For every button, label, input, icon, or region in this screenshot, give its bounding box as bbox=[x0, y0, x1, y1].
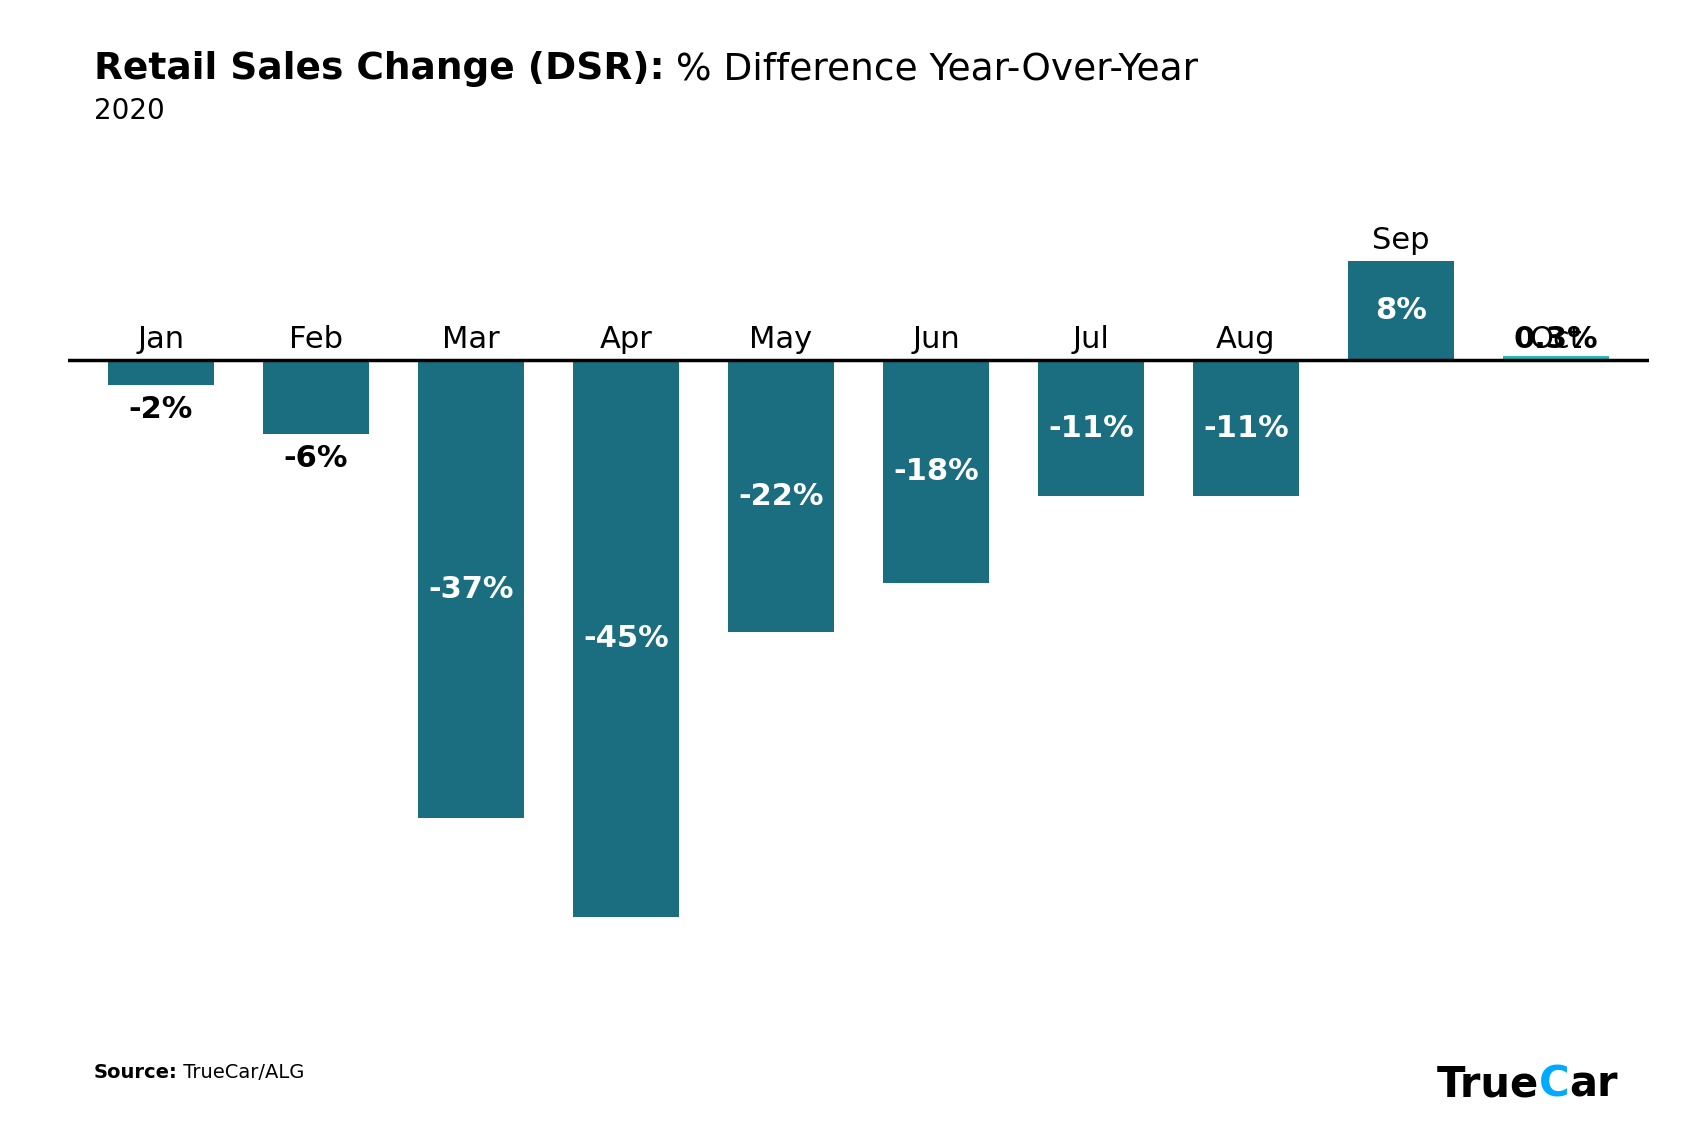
Text: -6%: -6% bbox=[284, 444, 348, 474]
Bar bbox=[418, 359, 524, 818]
Text: Mar: Mar bbox=[442, 325, 500, 354]
Text: Oct: Oct bbox=[1530, 325, 1583, 354]
Bar bbox=[1503, 356, 1608, 359]
Text: Sep: Sep bbox=[1372, 226, 1430, 254]
Text: -18%: -18% bbox=[892, 456, 979, 486]
Text: % Difference Year-Over-Year: % Difference Year-Over-Year bbox=[665, 51, 1198, 88]
Text: -11%: -11% bbox=[1049, 413, 1134, 443]
Text: 2020: 2020 bbox=[94, 97, 165, 126]
Bar bbox=[728, 359, 833, 632]
Bar bbox=[1039, 359, 1144, 496]
Bar bbox=[109, 359, 214, 385]
Text: -11%: -11% bbox=[1204, 413, 1289, 443]
Text: Apr: Apr bbox=[600, 325, 653, 354]
Bar bbox=[264, 359, 369, 435]
Text: -2%: -2% bbox=[129, 395, 194, 423]
Text: -37%: -37% bbox=[428, 575, 513, 604]
Text: Jun: Jun bbox=[913, 325, 960, 354]
Text: C: C bbox=[1538, 1063, 1569, 1106]
Text: 0.3%: 0.3% bbox=[1513, 325, 1598, 354]
Bar bbox=[1193, 359, 1299, 496]
Text: May: May bbox=[750, 325, 813, 354]
Text: ar: ar bbox=[1569, 1063, 1618, 1106]
Text: -45%: -45% bbox=[583, 624, 668, 653]
Bar bbox=[1348, 261, 1454, 359]
Text: Source:: Source: bbox=[94, 1063, 177, 1083]
Text: Feb: Feb bbox=[289, 325, 343, 354]
Text: Retail Sales Change (DSR):: Retail Sales Change (DSR): bbox=[94, 51, 665, 88]
Bar bbox=[573, 359, 678, 917]
Text: Jul: Jul bbox=[1073, 325, 1110, 354]
Text: -22%: -22% bbox=[738, 482, 824, 511]
Text: Jan: Jan bbox=[138, 325, 185, 354]
Text: True: True bbox=[1436, 1063, 1538, 1106]
Bar bbox=[884, 359, 989, 583]
Text: TrueCar/ALG: TrueCar/ALG bbox=[177, 1063, 304, 1083]
Text: Aug: Aug bbox=[1216, 325, 1275, 354]
Text: 8%: 8% bbox=[1375, 296, 1426, 325]
